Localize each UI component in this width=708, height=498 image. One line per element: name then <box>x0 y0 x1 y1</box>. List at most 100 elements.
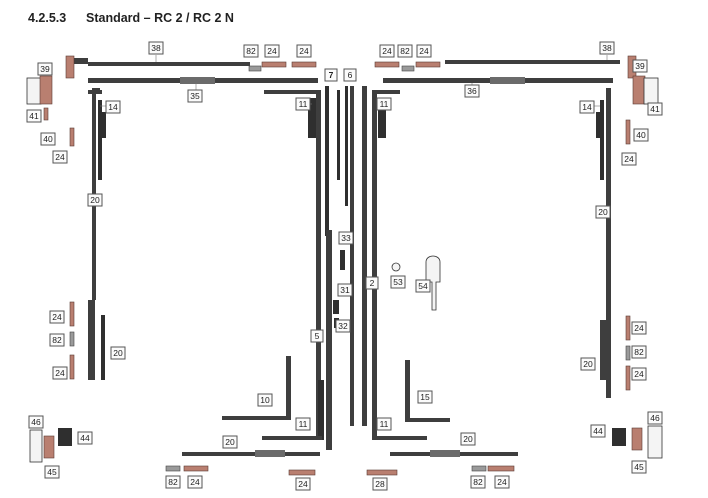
svg-text:5: 5 <box>315 331 320 341</box>
svg-text:24: 24 <box>634 323 644 333</box>
svg-text:35: 35 <box>190 91 200 101</box>
svg-text:53: 53 <box>393 277 403 287</box>
svg-text:11: 11 <box>299 99 308 109</box>
svg-text:45: 45 <box>47 467 57 477</box>
svg-text:40: 40 <box>636 130 646 140</box>
svg-text:20: 20 <box>598 207 608 217</box>
label-24-top-right-b: 24 <box>416 44 432 58</box>
svg-text:46: 46 <box>31 417 41 427</box>
svg-text:24: 24 <box>382 46 392 56</box>
label-14-right: 14 <box>579 100 595 114</box>
svg-text:20: 20 <box>225 437 235 447</box>
label-82-top-right: 82 <box>397 44 413 58</box>
label-40-left: 40 <box>40 132 56 146</box>
label-38-left: 38 <box>148 41 164 55</box>
label-6: 6 <box>343 68 357 82</box>
svg-text:28: 28 <box>375 479 385 489</box>
label-41-left: 41 <box>26 109 42 123</box>
label-40-right: 40 <box>633 128 649 142</box>
svg-text:44: 44 <box>80 433 90 443</box>
svg-text:20: 20 <box>583 359 593 369</box>
svg-text:24: 24 <box>298 479 308 489</box>
svg-text:24: 24 <box>624 154 634 164</box>
label-45-left: 45 <box>44 465 60 479</box>
label-24-left-upper: 24 <box>52 150 68 164</box>
label-82-right-lower: 82 <box>631 345 647 359</box>
svg-text:24: 24 <box>55 152 65 162</box>
label-24-left-lower-b: 24 <box>52 366 68 380</box>
label-24-right-lower-a: 24 <box>631 321 647 335</box>
svg-text:82: 82 <box>400 46 410 56</box>
label-20-right-bottom: 20 <box>460 432 476 446</box>
left-sash-frame <box>65 55 354 457</box>
svg-text:24: 24 <box>55 368 65 378</box>
svg-text:11: 11 <box>299 419 308 429</box>
svg-text:41: 41 <box>650 104 660 114</box>
svg-text:24: 24 <box>497 477 507 487</box>
label-82-bottom-right: 82 <box>470 475 486 489</box>
svg-text:11: 11 <box>380 419 389 429</box>
label-82-bottom-left: 82 <box>165 475 181 489</box>
label-11-left-bottom: 11 <box>295 417 311 431</box>
label-38-right: 38 <box>599 41 615 55</box>
label-82-left-lower: 82 <box>49 333 65 347</box>
label-44-right: 44 <box>590 424 606 438</box>
label-24-right-upper: 24 <box>621 152 637 166</box>
svg-text:2: 2 <box>370 278 375 288</box>
label-20-left-bottom: 20 <box>222 435 238 449</box>
svg-text:41: 41 <box>29 111 39 121</box>
label-24-top-left-b: 24 <box>296 44 312 58</box>
label-39-left: 39 <box>37 62 53 76</box>
label-54: 54 <box>415 279 431 293</box>
label-28: 28 <box>372 477 388 491</box>
svg-text:24: 24 <box>52 312 62 322</box>
svg-text:45: 45 <box>634 462 644 472</box>
label-20-right-lower: 20 <box>580 357 596 371</box>
svg-text:14: 14 <box>108 102 118 112</box>
svg-text:24: 24 <box>267 46 277 56</box>
svg-text:38: 38 <box>151 43 161 53</box>
label-2: 2 <box>365 276 379 290</box>
page-title: 4.2.5.3 Standard – RC 2 / RC 2 N <box>28 11 234 25</box>
svg-text:39: 39 <box>40 64 50 74</box>
svg-text:38: 38 <box>602 43 612 53</box>
label-31: 31 <box>337 283 353 297</box>
svg-text:54: 54 <box>418 281 428 291</box>
svg-text:33: 33 <box>341 233 351 243</box>
right-sash-frame <box>362 55 637 457</box>
label-46-left: 46 <box>28 415 44 429</box>
svg-text:20: 20 <box>113 348 123 358</box>
label-11-right-top: 11 <box>376 97 392 111</box>
svg-text:24: 24 <box>190 477 200 487</box>
label-20-left-vertical: 20 <box>87 193 103 207</box>
svg-text:82: 82 <box>473 477 483 487</box>
label-24-left-lower-a: 24 <box>49 310 65 324</box>
section-number: 4.2.5.3 <box>28 11 67 25</box>
label-14-left: 14 <box>105 100 121 114</box>
label-15: 15 <box>417 390 433 404</box>
label-11-left-top: 11 <box>295 97 311 111</box>
svg-text:6: 6 <box>348 70 353 80</box>
svg-text:20: 20 <box>463 434 473 444</box>
svg-text:82: 82 <box>168 477 178 487</box>
svg-text:11: 11 <box>380 99 389 109</box>
label-7: 7 <box>324 68 338 82</box>
label-46-right: 46 <box>647 411 663 425</box>
section-title: Standard – RC 2 / RC 2 N <box>86 11 234 25</box>
label-24-bottom-center: 24 <box>295 477 311 491</box>
label-53: 53 <box>390 275 406 289</box>
svg-text:31: 31 <box>340 285 350 295</box>
label-24-top-right-a: 24 <box>379 44 395 58</box>
svg-text:7: 7 <box>329 70 334 80</box>
label-35: 35 <box>187 89 203 103</box>
small-fittings <box>26 61 663 476</box>
svg-text:44: 44 <box>593 426 603 436</box>
label-10: 10 <box>257 393 273 407</box>
svg-text:82: 82 <box>634 347 644 357</box>
svg-text:24: 24 <box>299 46 309 56</box>
label-82-top-left: 82 <box>243 44 259 58</box>
label-tags: 38 82 24 24 7 6 24 82 24 38 39 41 40 24 … <box>26 41 663 491</box>
svg-text:40: 40 <box>43 134 53 144</box>
svg-text:20: 20 <box>90 195 100 205</box>
